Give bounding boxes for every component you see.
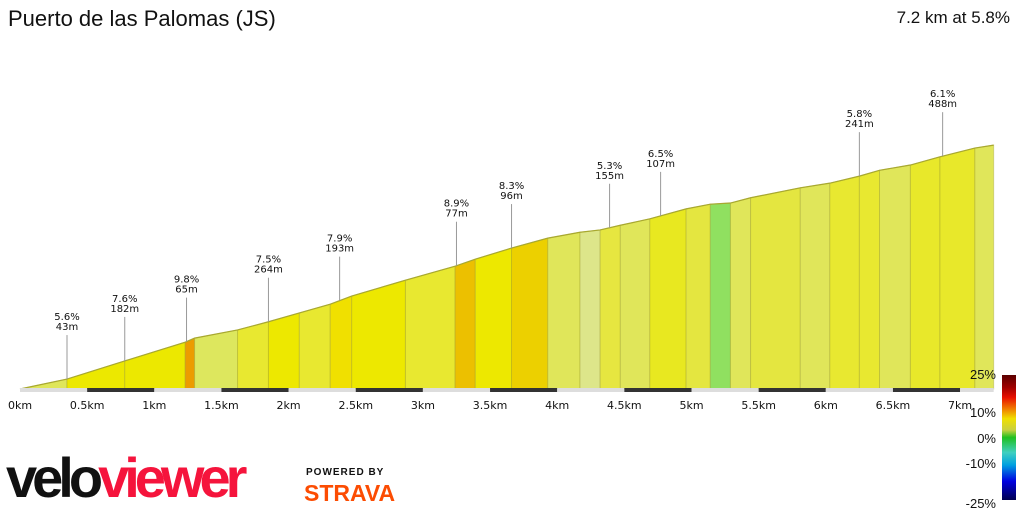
annotation-grade: 6.5%	[648, 149, 673, 160]
profile-segment	[729, 197, 752, 390]
profile-segment	[750, 187, 801, 390]
profile-segment	[709, 202, 731, 390]
x-tick-label: 4km	[545, 399, 569, 412]
annotation-length: 241m	[845, 119, 874, 130]
veloviewer-logo: veloviewer	[6, 446, 247, 509]
annotation-length: 107m	[646, 159, 675, 170]
profile-segment	[649, 208, 687, 390]
profile-segment	[66, 360, 126, 390]
profile-segment	[351, 279, 406, 390]
distance-scale-bar	[422, 388, 491, 392]
profile-segment	[619, 218, 651, 390]
legend-label: 10%	[969, 405, 996, 420]
powered-by-label: POWERED BY	[306, 467, 385, 478]
annotation-grade: 8.3%	[499, 181, 524, 192]
profile-segment	[909, 156, 941, 390]
distance-scale-bar	[758, 388, 826, 392]
distance-scale-bar	[221, 388, 289, 392]
annotation-length: 155m	[595, 171, 624, 182]
x-tick-label: 1.5km	[204, 399, 239, 412]
profile-segment	[685, 203, 711, 390]
annotation-grade: 5.8%	[847, 109, 872, 120]
profile-segment	[599, 224, 621, 390]
distance-scale-bar	[490, 388, 558, 392]
elevation-profile-chart: 0km 0.5km 1km 1.5km 2km 2.5km 3km 3.5km 4km 4.5km…	[8, 89, 995, 412]
profile-segment	[267, 312, 300, 390]
distance-scale-bar	[154, 388, 222, 392]
legend-label: 25%	[969, 367, 996, 382]
profile-segment	[879, 164, 911, 390]
x-tick-label: 4.5km	[607, 399, 642, 412]
x-tick-label: 5km	[679, 399, 703, 412]
strava-logo: STRAVA	[304, 480, 396, 506]
profile-segment	[799, 182, 831, 390]
annotation-grade: 7.9%	[327, 234, 352, 245]
annotation-grade: 6.1%	[930, 89, 955, 100]
annotation-length: 488m	[928, 99, 957, 110]
profile-segment	[939, 147, 976, 390]
x-tick-label: 6.5km	[876, 399, 911, 412]
annotation-length: 43m	[56, 322, 78, 333]
profile-segment	[858, 169, 881, 390]
distance-scale-bar	[557, 388, 625, 392]
distance-scale-bar	[960, 388, 994, 392]
x-tick-label: 3km	[411, 399, 435, 412]
profile-segment	[974, 144, 995, 390]
distance-scale-bar	[355, 388, 423, 392]
x-tick-label: 0km	[8, 399, 32, 412]
legend-label: 0%	[977, 431, 996, 446]
profile-segment	[237, 321, 269, 390]
profile-segment	[329, 295, 353, 390]
profile-segment	[829, 175, 860, 390]
profile-segment	[194, 329, 239, 390]
distance-scale-bar	[825, 388, 893, 392]
x-tick-label: 1km	[142, 399, 166, 412]
x-tick-label: 2.5km	[338, 399, 373, 412]
x-tick-label: 3.5km	[473, 399, 508, 412]
profile-segment	[547, 231, 581, 390]
annotation-grade: 9.8%	[174, 275, 199, 286]
distance-scale-bar	[624, 388, 692, 392]
x-tick-label: 5.5km	[741, 399, 776, 412]
x-tick-label: 2km	[277, 399, 301, 412]
profile-segment	[474, 247, 513, 390]
profile-segment	[124, 341, 186, 390]
legend-label: -10%	[965, 456, 996, 471]
distance-scale-bar	[691, 388, 759, 392]
distance-scale-bar	[892, 388, 961, 392]
x-tick-label: 0.5km	[70, 399, 105, 412]
page-title: Puerto de las Palomas (JS)	[8, 6, 276, 31]
x-tick-label: 6km	[814, 399, 838, 412]
distance-scale-bar	[288, 388, 356, 392]
distance-scale-bar	[87, 388, 155, 392]
annotation-length: 77m	[445, 209, 467, 220]
annotation-length: 96m	[500, 191, 522, 202]
annotation-grade: 7.5%	[256, 255, 281, 266]
annotation-length: 264m	[254, 265, 283, 276]
annotation-grade: 7.6%	[112, 294, 137, 305]
annotation-grade: 5.6%	[54, 312, 79, 323]
climb-summary: 7.2 km at 5.8%	[896, 8, 1010, 27]
annotation-length: 65m	[175, 285, 197, 296]
annotation-length: 193m	[325, 244, 354, 255]
annotation-grade: 8.9%	[444, 199, 469, 210]
profile-segment	[184, 337, 196, 390]
legend-label: -25%	[965, 496, 996, 511]
x-tick-label: 7km	[948, 399, 972, 412]
profile-segment	[404, 265, 456, 390]
annotation-grade: 5.3%	[597, 161, 622, 172]
profile-segment	[511, 237, 549, 390]
annotation-length: 182m	[110, 304, 139, 315]
profile-segment	[454, 258, 476, 390]
profile-segment	[579, 229, 601, 390]
profile-segment	[298, 303, 331, 390]
gradient-legend-bar	[1002, 375, 1016, 500]
distance-scale-bar	[20, 388, 88, 392]
